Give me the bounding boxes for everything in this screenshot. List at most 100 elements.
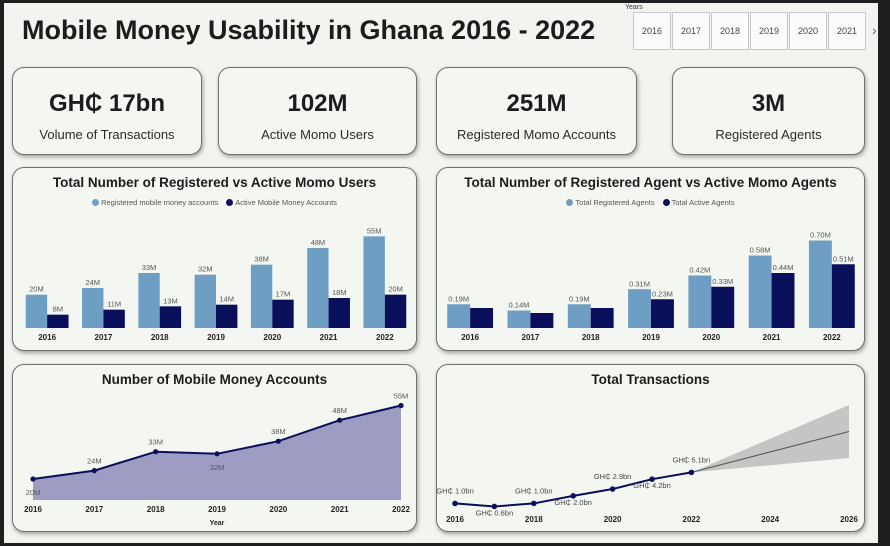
year-button-2019[interactable]: 2019 [750, 12, 788, 50]
data-label: 0.51M [833, 254, 854, 263]
bar [82, 288, 104, 328]
x-tick-label: 2018 [151, 333, 169, 342]
data-label: GH₵ 2.9bn [594, 472, 632, 481]
x-tick-label: 2018 [525, 515, 543, 524]
page-title: Mobile Money Usability in Ghana 2016 - 2… [22, 15, 596, 45]
x-tick-label: 2021 [763, 333, 781, 342]
legend-dot [92, 199, 100, 206]
x-tick-label: 2017 [95, 333, 113, 342]
data-label: GH₵ 0.6bn [476, 508, 514, 517]
data-label: 48M [332, 406, 347, 415]
bar [470, 308, 494, 328]
data-point [337, 417, 343, 423]
bar [159, 306, 182, 328]
data-label: 0.23M [652, 289, 673, 298]
bar [530, 313, 554, 328]
data-label: 0.19M [448, 294, 469, 303]
kpi-label: Registered Agents [715, 127, 822, 142]
year-button-2018[interactable]: 2018 [711, 12, 749, 50]
chart-title: Total Number of Registered Agent vs Acti… [464, 175, 837, 190]
x-tick-label: 2024 [761, 515, 779, 524]
data-point [153, 449, 159, 455]
data-label: GH₵ 1.0bn [437, 486, 474, 495]
bar [590, 308, 614, 328]
chevron-right-icon[interactable]: › [872, 22, 877, 38]
bar [711, 286, 735, 328]
data-label: 0.58M [750, 246, 771, 255]
chart-title: Total Transactions [591, 372, 710, 387]
data-label: GH₵ 5.1bn [673, 455, 711, 464]
transactions-line-chart-card: Total Transactions GH₵ 1.0bn GH₵ 0.6bn GH₵… [436, 364, 865, 532]
x-tick-label: 2017 [85, 505, 103, 514]
chart-legend: Total Registered Agents Total Active Age… [437, 198, 864, 207]
agents-bar-chart-card: Total Number of Registered Agent vs Acti… [436, 167, 865, 351]
legend-item: Total Registered Agents [566, 198, 655, 207]
legend-dot [226, 199, 234, 206]
bar [307, 248, 329, 328]
data-point [688, 469, 695, 476]
bar [447, 304, 471, 328]
kpi-card-registered-agents: 3M Registered Agents [672, 67, 865, 155]
legend-dot [662, 199, 670, 206]
chart-legend: Registered mobile money accounts Active … [13, 198, 416, 207]
year-button-2017[interactable]: 2017 [672, 12, 710, 50]
data-label: GH₵ 4.2bn [633, 481, 671, 490]
kpi-value: 251M [506, 90, 567, 117]
data-label: 13M [163, 296, 178, 305]
x-tick-label: 2019 [208, 505, 226, 514]
year-slicer: 2016 2017 2018 2019 2020 2021 [633, 12, 866, 50]
x-tick-label: 2016 [24, 505, 42, 514]
bar [250, 264, 273, 328]
kpi-label: Volume of Transactions [39, 127, 175, 142]
legend-item: Registered mobile money accounts [92, 198, 218, 207]
bar [651, 299, 674, 328]
data-label: 0.33M [712, 277, 733, 286]
year-button-2020[interactable]: 2020 [789, 12, 827, 50]
legend-item: Active Mobile Money Accounts [226, 198, 337, 207]
area-fill [33, 405, 401, 500]
data-label: 11M [107, 300, 121, 309]
x-tick-label: 2022 [823, 333, 841, 342]
data-label: 33M [142, 263, 157, 272]
data-point [91, 468, 97, 474]
legend-label: Total Registered Agents [575, 198, 655, 207]
data-label: 0.42M [689, 266, 710, 275]
bar [363, 236, 385, 328]
x-tick-label: 2022 [683, 515, 701, 524]
x-tick-label: 2018 [147, 505, 165, 514]
x-tick-label: 2018 [582, 333, 600, 342]
data-label: 14M [219, 295, 234, 304]
data-point [531, 500, 537, 507]
x-tick-label: 2020 [702, 333, 720, 342]
bar [808, 240, 832, 328]
data-label: 0.14M [509, 301, 530, 310]
data-label: GH₵ 1.0bn [515, 486, 553, 495]
data-point [398, 402, 404, 409]
kpi-value: 102M [287, 90, 348, 117]
data-point [452, 500, 458, 507]
kpi-card-active-users: 102M Active Momo Users [218, 67, 417, 155]
data-label: 38M [254, 255, 269, 264]
data-point [214, 451, 220, 457]
bar [771, 273, 795, 328]
bar [628, 289, 651, 328]
data-label: 20M [388, 285, 403, 294]
kpi-label: Active Momo Users [261, 127, 374, 142]
x-tick-label: 2022 [392, 505, 410, 514]
accounts-area-chart-card: Number of Mobile Money Accounts 20M 2016 2… [12, 364, 417, 532]
data-label: 32M [198, 265, 213, 274]
data-label: 38M [271, 427, 286, 436]
data-point [649, 476, 655, 482]
bar [831, 264, 855, 328]
x-tick-label: 2019 [207, 333, 225, 342]
x-tick-label: 2021 [320, 333, 338, 342]
data-label: 0.44M [773, 263, 794, 272]
x-tick-label: 2016 [446, 515, 464, 524]
kpi-value: 3M [751, 90, 786, 117]
year-button-2021[interactable]: 2021 [828, 12, 866, 50]
year-button-2016[interactable]: 2016 [633, 12, 671, 50]
chart-title: Total Number of Registered vs Active Mom… [52, 175, 377, 190]
bar [748, 255, 772, 328]
bar [194, 274, 216, 328]
